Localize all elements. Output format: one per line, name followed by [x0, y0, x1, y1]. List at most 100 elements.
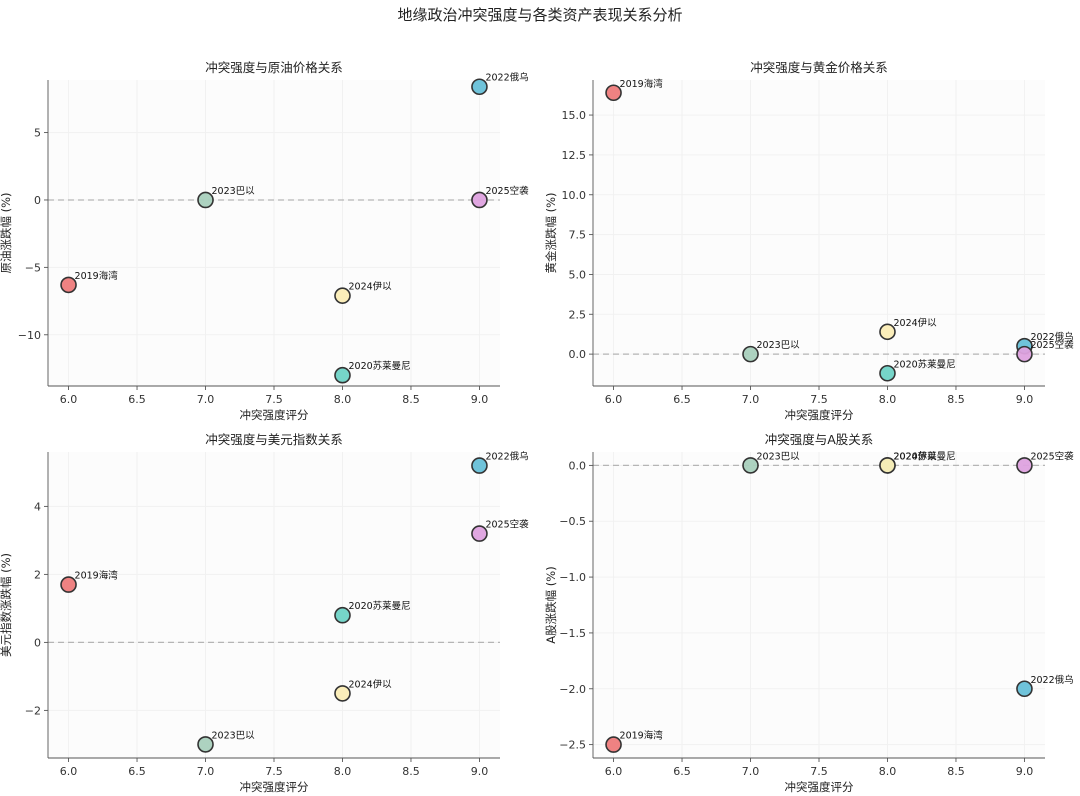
data-point	[1016, 457, 1033, 474]
y-tick-label: 0	[34, 194, 41, 207]
panel-title: 冲突强度与A股关系	[765, 432, 874, 447]
data-point	[879, 457, 896, 474]
panel-2: 6.0 6.5 7.0 7.5 8.0 8.5 9.0 0.0 2.5 5.0 7.5 10.0 12.…	[544, 60, 1074, 422]
x-tick-label: 8.0	[334, 393, 352, 406]
data-point	[879, 364, 896, 382]
x-tick-label: 8.0	[879, 765, 897, 778]
point-annotation: 2020苏莱曼尼	[893, 358, 955, 370]
y-tick-label: 10.0	[562, 189, 587, 202]
data-point	[879, 323, 896, 341]
x-tick-label: 8.5	[402, 765, 420, 778]
panel-4: 6.0 6.5 7.0 7.5 8.0 8.5 9.0 0.0 −0.5 −1.0 −1.5 −2.0…	[544, 432, 1074, 794]
point-annotation: 2024伊以	[893, 450, 937, 462]
y-tick-label: 0	[34, 636, 41, 649]
point-annotation: 2022俄乌	[485, 72, 528, 84]
x-tick-label: 6.0	[60, 393, 78, 406]
y-tick-label: 5.0	[569, 268, 587, 281]
data-point	[605, 736, 622, 753]
point-annotation: 2025空袭	[485, 185, 529, 197]
data-point	[471, 191, 488, 209]
data-point	[334, 366, 351, 384]
point-annotation: 2025空袭	[485, 519, 529, 531]
data-point	[605, 84, 622, 102]
point-annotation: 2024伊以	[348, 281, 392, 293]
x-tick-label: 7.0	[197, 393, 215, 406]
y-axis-label: 美元指数涨跌幅 (%)	[0, 553, 13, 657]
point-annotation: 2019海湾	[75, 570, 119, 582]
x-tick-label: 7.5	[265, 765, 283, 778]
panel-title: 冲突强度与原油价格关系	[205, 60, 343, 75]
x-tick-label: 6.5	[673, 393, 691, 406]
y-tick-label: 4	[34, 500, 41, 513]
y-tick-label: 0.0	[569, 459, 587, 472]
point-annotation: 2023巴以	[757, 451, 801, 462]
x-tick-label: 8.5	[947, 765, 965, 778]
y-tick-label: −10	[18, 329, 41, 342]
panel-1: 6.0 6.5 7.0 7.5 8.0 8.5 9.0 −10 −5 0 5 冲突强度与原油价格关系冲…	[0, 60, 529, 422]
data-point	[60, 276, 77, 294]
x-tick-label: 8.5	[402, 393, 420, 406]
y-tick-label: −2	[25, 704, 41, 717]
point-annotation: 2020苏莱曼尼	[348, 600, 410, 612]
y-tick-label: −0.5	[559, 515, 586, 528]
point-annotation: 2025空袭	[1030, 450, 1074, 462]
x-tick-label: 8.0	[879, 393, 897, 406]
y-tick-label: 15.0	[562, 109, 587, 122]
data-point	[471, 457, 488, 474]
point-annotation: 2019海湾	[620, 78, 664, 90]
data-point	[334, 606, 351, 624]
x-tick-label: 9.0	[471, 765, 489, 778]
x-tick-label: 7.5	[265, 393, 283, 406]
x-axis-label: 冲突强度评分	[240, 780, 309, 794]
x-tick-label: 6.5	[673, 765, 691, 778]
point-annotation: 2023巴以	[212, 730, 256, 741]
x-tick-label: 8.5	[947, 393, 965, 406]
data-point	[334, 287, 351, 304]
point-annotation: 2022俄乌	[1030, 331, 1073, 343]
x-tick-label: 6.0	[605, 393, 623, 406]
data-point	[1016, 680, 1033, 698]
x-tick-label: 7.0	[742, 393, 760, 406]
data-point	[471, 78, 488, 96]
y-tick-label: 12.5	[562, 149, 587, 162]
panel-title: 冲突强度与黄金价格关系	[750, 60, 888, 75]
figure-title: 地缘政治冲突强度与各类资产表现关系分析	[397, 6, 682, 24]
data-point	[197, 736, 214, 753]
x-tick-label: 7.0	[742, 765, 760, 778]
data-point	[197, 191, 214, 209]
x-tick-label: 9.0	[1016, 765, 1034, 778]
x-tick-label: 7.0	[197, 765, 215, 778]
point-annotation: 2023巴以	[212, 186, 256, 197]
point-annotation: 2023巴以	[757, 340, 801, 351]
y-tick-label: −1.5	[559, 627, 586, 640]
panel-3: 6.0 6.5 7.0 7.5 8.0 8.5 9.0 −2 0 2 4 冲突强度与美元指数关系冲突强…	[0, 432, 529, 794]
point-annotation: 2019海湾	[620, 730, 664, 742]
point-annotation: 2024伊以	[893, 317, 937, 329]
point-annotation: 2025空袭	[1030, 339, 1074, 351]
y-tick-label: 7.5	[569, 229, 587, 242]
y-tick-label: 5	[34, 127, 41, 140]
data-point	[742, 345, 759, 363]
x-tick-label: 9.0	[471, 393, 489, 406]
y-tick-label: 0.0	[569, 348, 587, 361]
y-tick-label: 2	[34, 568, 41, 581]
y-axis-label: 黄金涨跌幅 (%)	[544, 192, 558, 273]
data-point	[334, 685, 351, 702]
point-annotation: 2020苏莱曼尼	[348, 360, 410, 372]
x-axis-label: 冲突强度评分	[785, 408, 854, 422]
y-axis-label: A股涨跌幅 (%)	[544, 566, 558, 643]
x-axis-label: 冲突强度评分	[785, 780, 854, 794]
y-axis-label: 原油涨跌幅 (%)	[0, 192, 13, 273]
y-tick-label: −2.0	[559, 683, 586, 696]
x-tick-label: 6.0	[60, 765, 78, 778]
x-axis-label: 冲突强度评分	[240, 408, 309, 422]
data-point	[471, 525, 488, 542]
x-tick-label: 6.0	[605, 765, 623, 778]
x-tick-label: 6.5	[128, 765, 146, 778]
x-tick-label: 8.0	[334, 765, 352, 778]
data-point	[60, 576, 77, 593]
data-point	[1016, 345, 1033, 363]
x-tick-label: 7.5	[810, 393, 828, 406]
data-point	[742, 457, 759, 474]
